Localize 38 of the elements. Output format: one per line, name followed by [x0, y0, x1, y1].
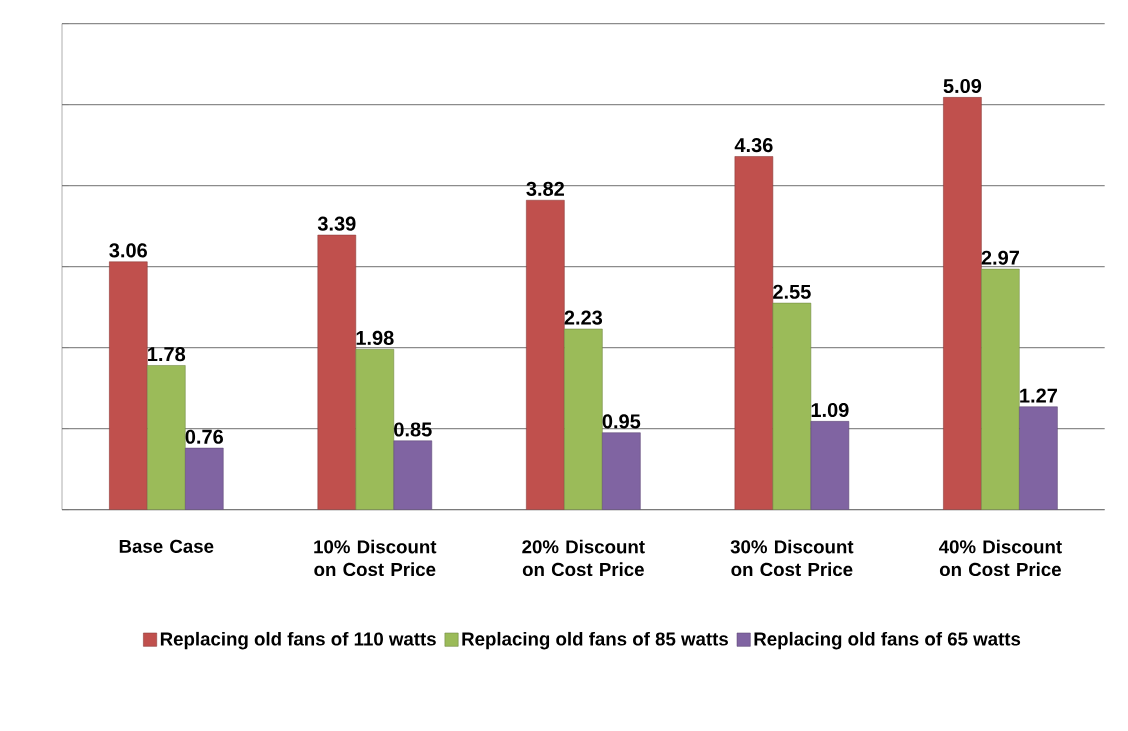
data-label: 0.85	[394, 422, 432, 437]
data-label: 2.23	[564, 310, 603, 325]
bar	[355, 349, 395, 510]
data-label: 3.82	[526, 181, 564, 197]
bar	[772, 303, 812, 510]
data-label: 2.97	[981, 250, 1019, 265]
data-label: 0.95	[602, 414, 641, 429]
bar	[943, 97, 982, 510]
data-label: 5.09	[943, 79, 982, 94]
x-tick-label: Base Case	[119, 539, 214, 554]
data-label: 3.06	[109, 243, 147, 258]
x-tick-label: 40% Discount on Cost Price	[938, 539, 1062, 577]
x-tick-label: 20% Discount on Cost Price	[522, 539, 645, 577]
data-label: 1.78	[148, 347, 186, 362]
legend-label: Replacing old fans of 85 watts	[462, 632, 728, 650]
data-label: 1.09	[811, 403, 849, 418]
data-label: 2.55	[773, 284, 811, 300]
data-label: 1.98	[356, 331, 394, 346]
data-label: 4.36	[734, 138, 773, 153]
data-label: 0.76	[185, 429, 223, 444]
bar	[109, 261, 148, 510]
legend-label: Replacing old fans of 65 watts	[754, 632, 1021, 650]
bar	[317, 234, 357, 510]
bar	[564, 328, 603, 510]
bar	[981, 268, 1020, 510]
x-tick-label: 30% Discount on Cost Price	[730, 539, 854, 577]
bar	[393, 440, 433, 510]
bar	[734, 156, 774, 510]
bar	[602, 432, 641, 510]
x-tick-label: 10% Discount on Cost Price	[314, 539, 437, 577]
bar	[526, 200, 565, 510]
data-label: 3.39	[317, 216, 356, 231]
bar	[1019, 406, 1058, 510]
data-label: 1.27	[1020, 388, 1057, 403]
bar	[185, 448, 224, 510]
bar	[147, 365, 186, 510]
bar	[810, 421, 850, 510]
legend-label: Replacing old fans of 110 watts	[160, 632, 436, 650]
